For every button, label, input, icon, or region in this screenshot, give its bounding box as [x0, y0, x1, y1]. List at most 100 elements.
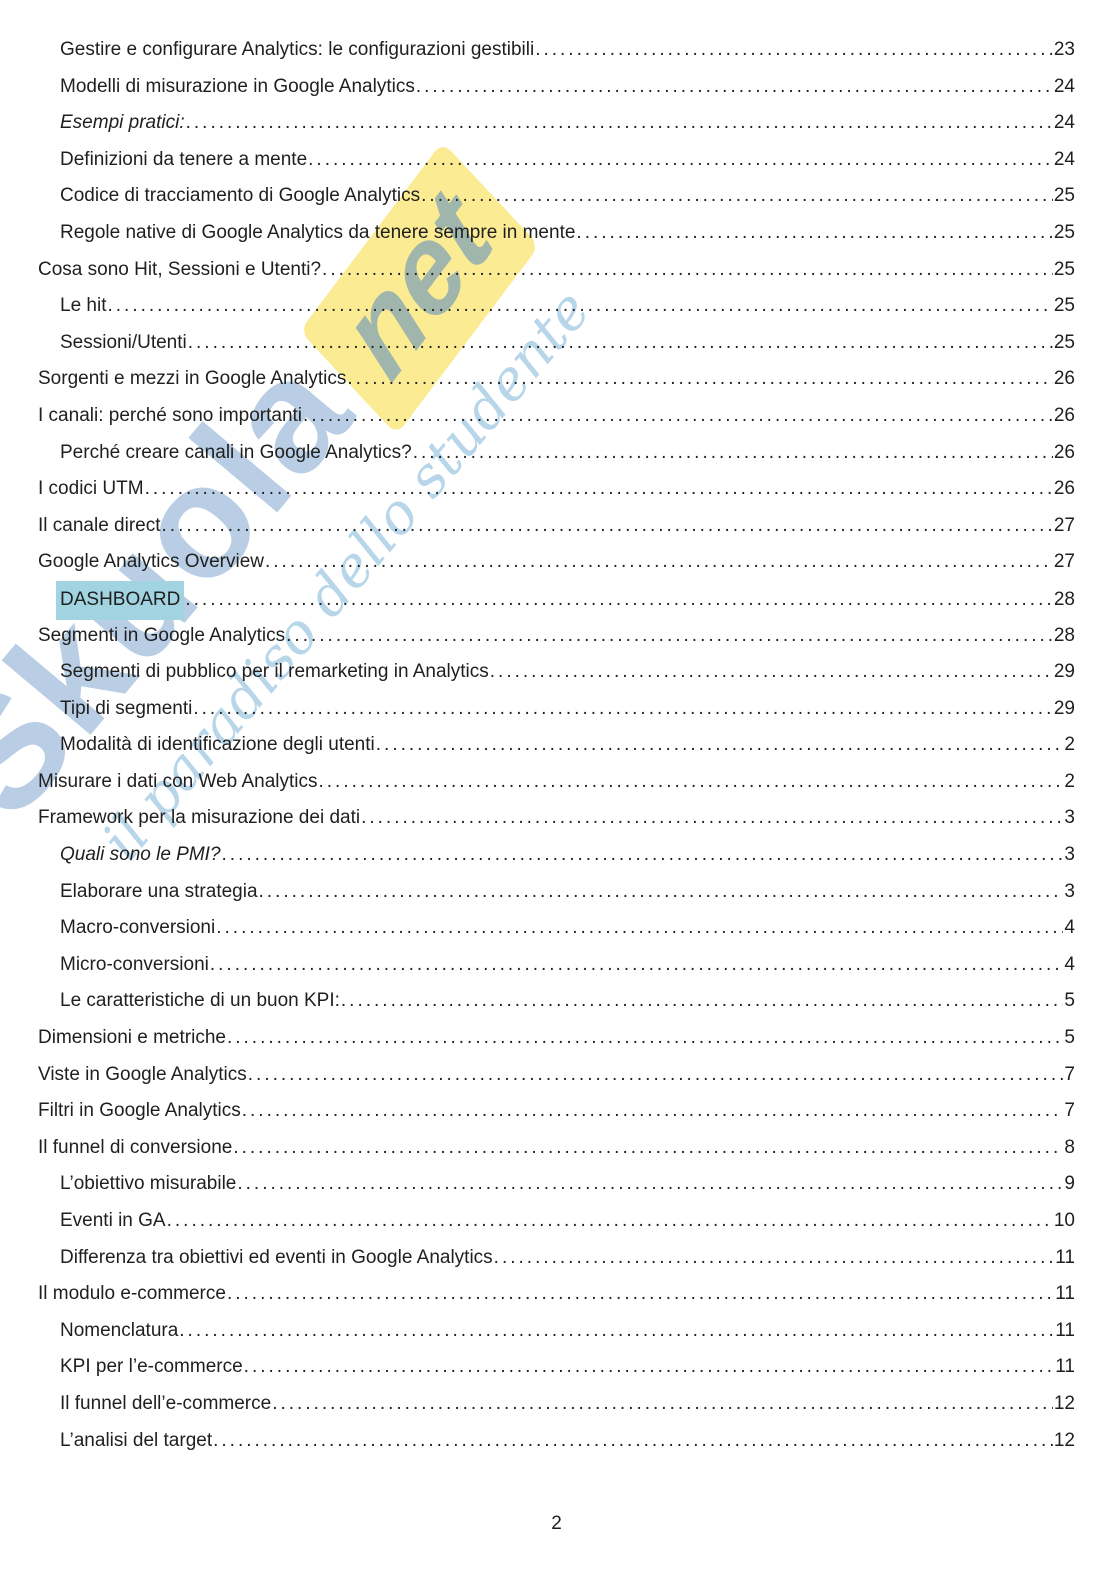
- toc-entry[interactable]: Viste in Google Analytics 7: [38, 1057, 1075, 1094]
- toc-entry[interactable]: Elaborare una strategia 3: [38, 874, 1075, 911]
- toc-entry[interactable]: Tipi di segmenti 29: [38, 691, 1075, 728]
- toc-leader-dots: [322, 252, 1053, 289]
- toc-entry[interactable]: Differenza tra obiettivi ed eventi in Go…: [38, 1240, 1075, 1277]
- toc-entry-label: Modelli di misurazione in Google Analyti…: [60, 75, 415, 97]
- toc-entry[interactable]: DASHBOARD 28: [38, 580, 1075, 620]
- toc-entry-label: Micro-conversioni: [60, 953, 209, 975]
- toc-leader-dots: [186, 105, 1053, 142]
- toc-page-number: 8: [1064, 1136, 1075, 1158]
- toc-entry[interactable]: L’obiettivo misurabile 9: [38, 1166, 1075, 1203]
- toc-leader-dots: [167, 1203, 1053, 1240]
- toc-entry[interactable]: Il modulo e-commerce 11: [38, 1276, 1075, 1313]
- toc-entry-label: Modalità di identificazione degli utenti: [60, 734, 375, 756]
- toc-leader-dots: [490, 654, 1053, 691]
- toc-entry-label: Le caratteristiche di un buon KPI:: [60, 990, 340, 1012]
- toc-entry-label: Definizioni da tenere a mente: [60, 148, 308, 170]
- toc-entry-label: Sorgenti e mezzi in Google Analytics: [38, 368, 347, 390]
- toc-entry[interactable]: Gestire e configurare Analytics: le conf…: [38, 32, 1075, 69]
- toc-entry[interactable]: Modalità di identificazione degli utenti…: [38, 727, 1075, 764]
- toc-leader-dots: [193, 691, 1053, 728]
- toc-entry[interactable]: Framework per la misurazione dei dati 3: [38, 800, 1075, 837]
- toc-leader-dots: [248, 1057, 1064, 1094]
- toc-entry[interactable]: Dimensioni e metriche 5: [38, 1020, 1075, 1057]
- toc-entry[interactable]: Il funnel dell’e-commerce 12: [38, 1386, 1075, 1423]
- toc-leader-dots: [259, 874, 1064, 911]
- toc-entry-label: Perché creare canali in Google Analytics…: [60, 441, 412, 463]
- toc-entry-label: Eventi in GA: [60, 1210, 166, 1231]
- toc-page-number: 7: [1064, 1100, 1075, 1122]
- toc-leader-dots: [233, 1130, 1063, 1167]
- toc-entry[interactable]: Quali sono le PMI? 3: [38, 837, 1075, 874]
- toc-entry[interactable]: Segmenti di pubblico per il remarketing …: [38, 654, 1075, 691]
- toc-page-number: 5: [1064, 1027, 1075, 1049]
- toc-entry[interactable]: Il canale direct 27: [38, 508, 1075, 545]
- table-of-contents: Gestire e configurare Analytics: le conf…: [38, 32, 1075, 1459]
- toc-page-number: 10: [1053, 1210, 1075, 1231]
- toc-page-number: 2: [1064, 734, 1075, 756]
- toc-entry[interactable]: Google Analytics Overview 27: [38, 544, 1075, 581]
- toc-entry[interactable]: Le hit 25: [38, 288, 1075, 325]
- toc-entry-label: Sessioni/Utenti: [60, 331, 187, 353]
- toc-entry[interactable]: KPI per l’e-commerce 11: [38, 1349, 1075, 1386]
- toc-entry-label: Filtri in Google Analytics: [38, 1100, 241, 1122]
- toc-entry-label: Segmenti in Google Analytics: [38, 624, 286, 646]
- toc-entry[interactable]: Filtri in Google Analytics 7: [38, 1093, 1075, 1130]
- toc-entry[interactable]: I codici UTM 26: [38, 471, 1075, 508]
- toc-entry-label: I codici UTM: [38, 478, 144, 500]
- toc-page-number: 11: [1055, 1319, 1075, 1341]
- toc-entry[interactable]: Esempi pratici: 24: [38, 105, 1075, 142]
- toc-leader-dots: [107, 288, 1052, 325]
- toc-leader-dots: [576, 215, 1052, 252]
- toc-page-number: 25: [1053, 221, 1075, 243]
- toc-leader-dots: [341, 983, 1064, 1020]
- toc-leader-dots: [286, 618, 1053, 655]
- toc-entry-label: KPI per l’e-commerce: [60, 1356, 243, 1378]
- toc-page-number: 23: [1053, 39, 1075, 60]
- toc-entry-label: Segmenti di pubblico per il remarketing …: [60, 661, 489, 683]
- toc-page-number: 24: [1053, 148, 1075, 170]
- toc-entry[interactable]: Il funnel di conversione 8: [38, 1130, 1075, 1167]
- toc-leader-dots: [376, 727, 1064, 764]
- toc-entry[interactable]: Eventi in GA 10: [38, 1203, 1075, 1240]
- toc-page-number: 7: [1064, 1063, 1075, 1085]
- toc-leader-dots: [185, 582, 1053, 619]
- toc-entry[interactable]: L’analisi del target 12: [38, 1423, 1075, 1460]
- toc-page-number: 29: [1053, 697, 1075, 719]
- toc-page-number: 26: [1053, 441, 1075, 463]
- page-number-footer: 2: [38, 1511, 1075, 1537]
- toc-leader-dots: [242, 1093, 1064, 1130]
- toc-leader-dots: [303, 398, 1053, 435]
- toc-entry[interactable]: Misurare i dati con Web Analytics 2: [38, 764, 1075, 801]
- toc-entry[interactable]: Cosa sono Hit, Sessioni e Utenti? 25: [38, 252, 1075, 289]
- toc-page-number: 26: [1053, 478, 1075, 500]
- toc-entry[interactable]: I canali: perché sono importanti 26: [38, 398, 1075, 435]
- toc-entry[interactable]: Segmenti in Google Analytics 28: [38, 618, 1075, 655]
- toc-entry-label: Differenza tra obiettivi ed eventi in Go…: [60, 1246, 493, 1268]
- toc-entry[interactable]: Macro-conversioni 4: [38, 910, 1075, 947]
- toc-page-number: 28: [1053, 588, 1075, 610]
- toc-page-number: 3: [1064, 880, 1075, 902]
- toc-page-number: 28: [1053, 624, 1075, 646]
- toc-leader-dots: [494, 1240, 1055, 1277]
- toc-entry-label: Esempi pratici:: [60, 112, 185, 134]
- toc-entry[interactable]: Definizioni da tenere a mente 24: [38, 142, 1075, 179]
- toc-entry[interactable]: Regole native di Google Analytics da ten…: [38, 215, 1075, 252]
- toc-entry[interactable]: Modelli di misurazione in Google Analyti…: [38, 69, 1075, 106]
- toc-entry-label: Il funnel di conversione: [38, 1136, 233, 1158]
- toc-entry[interactable]: Micro-conversioni 4: [38, 947, 1075, 984]
- toc-page-number: 27: [1053, 551, 1075, 573]
- toc-entry[interactable]: Sessioni/Utenti 25: [38, 325, 1075, 362]
- toc-page-number: 27: [1053, 514, 1075, 536]
- toc-entry-label: Cosa sono Hit, Sessioni e Utenti?: [38, 258, 322, 280]
- toc-entry-label: Google Analytics Overview: [38, 551, 264, 573]
- toc-entry[interactable]: Perché creare canali in Google Analytics…: [38, 435, 1075, 472]
- toc-entry[interactable]: Nomenclatura 11: [38, 1313, 1075, 1350]
- toc-leader-dots: [216, 910, 1063, 947]
- toc-entry[interactable]: Le caratteristiche di un buon KPI: 5: [38, 983, 1075, 1020]
- toc-leader-dots: [227, 1276, 1054, 1313]
- toc-entry[interactable]: Codice di tracciamento di Google Analyti…: [38, 178, 1075, 215]
- toc-entry[interactable]: Sorgenti e mezzi in Google Analytics 26: [38, 361, 1075, 398]
- toc-leader-dots: [213, 1423, 1053, 1460]
- toc-entry-label: Elaborare una strategia: [60, 880, 258, 902]
- toc-entry-label: Le hit: [60, 295, 107, 317]
